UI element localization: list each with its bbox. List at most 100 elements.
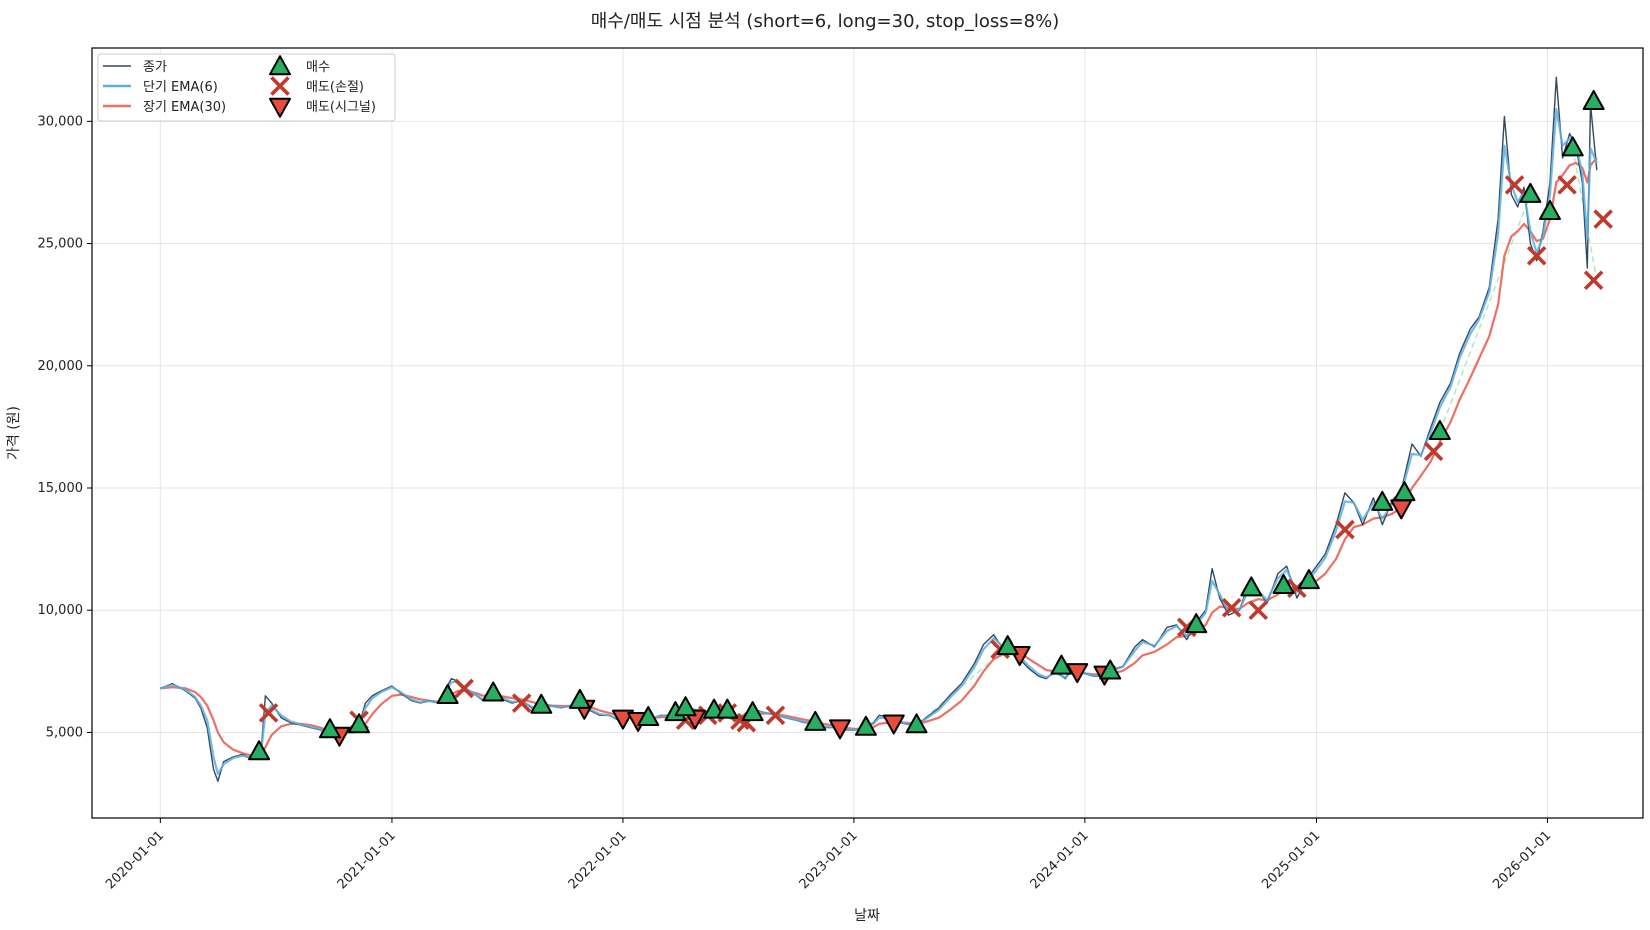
stop-loss-marker	[1557, 175, 1577, 195]
legend-label: 매도(손절)	[306, 80, 364, 95]
legend-label: 종가	[143, 60, 167, 75]
stop-loss-stroke-b	[765, 705, 786, 726]
buy-marker	[1538, 199, 1561, 220]
plot-frame	[91, 47, 1644, 819]
legend-label: 단기 EMA(6)	[143, 80, 218, 95]
legend-short-ema: 단기 EMA(6)	[103, 80, 218, 95]
stop-loss-stroke-b	[1557, 175, 1577, 195]
buy-marker	[482, 681, 505, 702]
stop-loss-stroke-b	[454, 678, 474, 699]
stop-loss-stroke-b	[1221, 598, 1242, 618]
buy-marker	[637, 705, 660, 726]
x-tick-label: 2026-01-01	[1490, 828, 1554, 892]
legend-stop-swatch	[270, 76, 290, 96]
buy-marker	[568, 688, 591, 709]
series-line-long-ema	[160, 157, 1598, 757]
x-tick-label: 2021-01-01	[335, 828, 399, 892]
legend-stop-loss: 매도(손절)	[270, 76, 364, 96]
chart-title: 매수/매도 시점 분석 (short=6, long=30, stop_loss…	[591, 11, 1060, 32]
buy-marker	[716, 698, 739, 719]
stop-loss-stroke-b	[1248, 600, 1269, 620]
x-tick-label: 2023-01-01	[797, 828, 861, 892]
buy-marker	[1272, 573, 1295, 594]
buy-marker	[996, 635, 1019, 656]
marker-layer	[248, 89, 1613, 761]
stop-loss-stroke-b	[1593, 209, 1613, 229]
holding-segment	[1572, 148, 1598, 281]
y-tick-label: 10,000	[38, 603, 84, 618]
buy-marker	[1582, 89, 1605, 110]
legend-label: 매수	[306, 60, 330, 75]
stop-loss-marker	[258, 703, 279, 723]
stop-loss-marker	[1526, 246, 1547, 266]
buy-marker	[436, 683, 459, 704]
buy-marker	[1050, 654, 1073, 675]
legend-sell-swatch	[269, 97, 291, 118]
buy-marker	[1428, 419, 1451, 440]
tick-layer: 5,000 10,000 15,000 20,000 25,000 30,000 2020-…	[38, 114, 1555, 892]
buy-marker	[674, 696, 697, 717]
x-tick-label: 2020-01-01	[103, 828, 167, 892]
signal-sell-marker	[611, 709, 634, 730]
x-axis-label: 날짜	[854, 908, 880, 924]
buy-marker	[1185, 613, 1208, 634]
stop-loss-stroke-b	[1423, 441, 1444, 462]
stop-loss-stroke-b	[1583, 270, 1604, 290]
buy-marker	[1099, 659, 1122, 680]
legend-label: 장기 EMA(30)	[143, 100, 226, 115]
legend-long-ema: 장기 EMA(30)	[103, 100, 226, 115]
y-tick-label: 15,000	[38, 481, 84, 496]
series-line-close	[160, 76, 1598, 782]
stop-loss-marker	[1248, 600, 1269, 620]
y-tick-label: 20,000	[38, 359, 84, 374]
stop-loss-marker	[765, 705, 786, 726]
buy-marker	[348, 713, 371, 734]
buy-marker	[804, 710, 827, 731]
grid-layer	[92, 48, 1643, 818]
signal-sell-marker	[1390, 499, 1413, 520]
buy-marker	[1297, 569, 1320, 590]
legend-frame	[97, 53, 396, 122]
stop-loss-stroke-b	[258, 703, 279, 723]
series-line-short-ema	[159, 107, 1598, 776]
x-tick-label: 2024-01-01	[1028, 828, 1092, 892]
buy-marker	[1519, 182, 1542, 203]
stop-loss-stroke-b	[270, 76, 290, 96]
stop-loss-marker	[1583, 270, 1604, 290]
legend-signal-sell: 매도(시그널)	[269, 97, 376, 118]
legend-close: 종가	[103, 60, 167, 75]
legend-buy: 매수	[269, 55, 330, 76]
buy-marker	[905, 713, 928, 734]
y-axis-label: 가격 (원)	[6, 406, 22, 460]
signal-sell-marker	[882, 714, 905, 735]
stop-loss-stroke-b	[1526, 246, 1547, 266]
y-tick-label: 30,000	[38, 114, 84, 129]
stop-loss-marker	[1593, 209, 1613, 229]
legend-buy-swatch	[269, 55, 291, 76]
stop-loss-marker	[1504, 175, 1525, 195]
stop-loss-marker	[1221, 598, 1242, 618]
stop-loss-stroke-b	[1335, 519, 1355, 540]
buy-marker	[1240, 576, 1263, 597]
y-tick-label: 5,000	[46, 725, 83, 740]
buy-marker	[248, 740, 271, 761]
x-tick-label: 2025-01-01	[1259, 828, 1323, 892]
buy-marker	[854, 715, 877, 736]
signal-sell-marker	[828, 719, 851, 740]
x-tick-label: 2022-01-01	[566, 828, 630, 892]
buy-marker	[1561, 136, 1584, 157]
stop-loss-marker	[1423, 441, 1444, 462]
buy-marker	[530, 693, 553, 714]
holding-segment	[1439, 194, 1532, 433]
series-layer	[159, 76, 1598, 782]
buy-marker	[1371, 490, 1394, 511]
buy-marker	[318, 718, 341, 739]
stop-loss-marker	[511, 693, 532, 713]
stop-loss-stroke-b	[511, 693, 532, 713]
stop-loss-marker	[1335, 519, 1355, 540]
stop-loss-marker	[454, 678, 474, 699]
stop-loss-stroke-b	[1504, 175, 1525, 195]
